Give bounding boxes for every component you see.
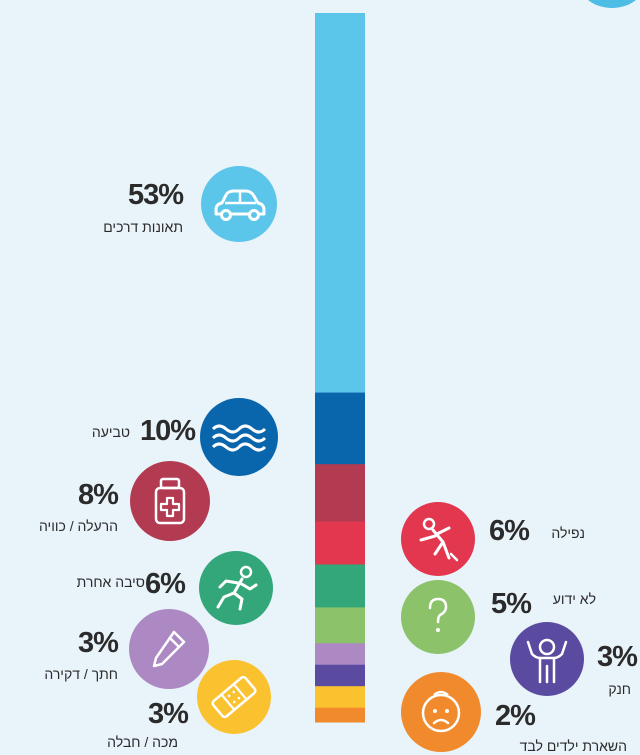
drowning-percent: 10% [140,415,196,447]
choking-percent: 3% [597,641,638,673]
question-mark-icon [428,597,448,632]
bar-segment-5 [315,607,365,644]
bar-segment-3 [315,521,365,565]
bar-segment-2 [315,464,365,522]
poisoning-label: הרעלה / כוויה [38,518,118,534]
cut-label: חתך / דקירה [44,666,118,682]
other-reason-label: סיבה אחרת [76,574,145,590]
sad-baby-icon [421,690,461,733]
poisoning-percent: 8% [78,479,119,511]
bar-segment-1 [315,392,365,465]
alone-percent: 2% [495,700,536,732]
injury-percent: 3% [148,698,189,730]
falling-circle [401,502,475,576]
running-person-icon [216,565,258,611]
drowning-label: טביעה [91,424,130,440]
decorative-circle [580,0,640,8]
unknown-label: לא ידוע [552,591,596,607]
alone-label: השארת ילדים לבד [519,738,627,754]
bandage-circle [197,660,271,734]
falling-percent: 6% [489,515,530,547]
choking-label: חנק [608,681,631,697]
falling-label: נפילה [551,525,585,541]
bar-segment-8 [315,686,365,709]
unknown-circle [401,580,475,654]
knife-circle [129,609,209,689]
road-accidents-percent: 53% [128,179,184,211]
knife-icon [152,630,186,668]
medicine-bottle-icon [154,477,186,525]
bar-segment-9 [315,707,365,723]
cut-percent: 3% [78,627,119,659]
unknown-percent: 5% [491,588,532,620]
waves-circle [200,398,278,476]
road-accidents-label: תאונות דרכים [103,219,183,235]
waves-icon [211,424,267,452]
bar-segment-7 [315,664,365,687]
other-reason-percent: 6% [145,568,186,600]
other-reason-circle [199,551,273,625]
child-icon [526,638,568,684]
injury-label: מכה / חבלה [107,734,178,750]
car-icon [214,189,266,221]
bar-segment-6 [315,643,365,666]
choking-circle [510,622,584,696]
bandage-icon [211,675,257,719]
bar-segment-0 [315,13,365,394]
sad-baby-circle [401,672,481,752]
medicine-circle [130,461,210,541]
falling-person-icon [419,517,459,562]
bar-segment-4 [315,564,365,608]
car-circle [201,166,277,242]
